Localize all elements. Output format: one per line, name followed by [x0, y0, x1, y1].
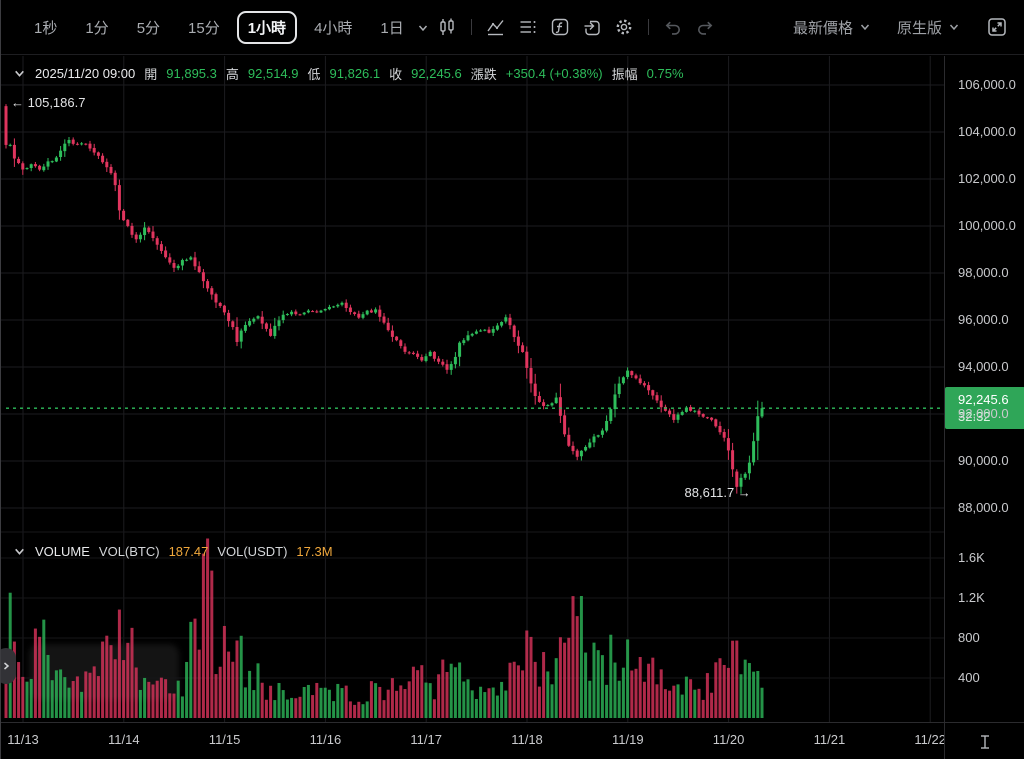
session-low-label: 88,611.7 →: [684, 484, 751, 500]
price-tick-label: 90,000.0: [958, 453, 1009, 468]
price-tick-label: 100,000.0: [958, 218, 1016, 233]
volume-layer: [4, 538, 764, 718]
time-tick-label: 11/15: [208, 732, 241, 747]
chart-toolbar: 1秒 1分 5分 15分 1小時 4小時 1日: [1, 0, 1024, 55]
volume-tick-label: 800: [958, 630, 980, 645]
timeframe-1m[interactable]: 1分: [74, 11, 119, 44]
chevron-down-icon: [417, 22, 429, 34]
close-value: 92,245.6: [411, 66, 462, 81]
amplitude-label: 振幅: [611, 67, 638, 82]
price-tick-label: 104,000.0: [958, 124, 1016, 139]
settings-gear-icon[interactable]: [608, 12, 640, 42]
vol-usdt-label: VOL(USDT): [217, 544, 288, 559]
volume-title: VOLUME: [35, 544, 90, 559]
axis-corner[interactable]: [945, 722, 1024, 759]
time-tick-label: 11/22: [914, 732, 944, 747]
time-tick-label: 11/20: [712, 732, 745, 747]
last-price-value: 92,245.6: [958, 392, 1009, 408]
time-tick-label: 11/14: [108, 732, 140, 747]
candle-countdown: 32:32: [958, 409, 991, 425]
price-tick-label: 106,000.0: [958, 77, 1016, 92]
toolbar-right: 最新價格 原生版: [767, 16, 1008, 38]
undo-icon[interactable]: [657, 12, 689, 42]
amplitude-value: 0.75%: [646, 66, 684, 81]
change-value: +350.4 (+0.38%): [505, 66, 603, 81]
time-tick-label: 11/21: [813, 732, 846, 747]
fullscreen-button[interactable]: [986, 16, 1008, 38]
collapse-chevron-icon[interactable]: [13, 67, 26, 80]
high-value: 92,514.9: [247, 66, 299, 81]
low-value: 91,826.1: [329, 66, 381, 81]
version-label: 原生版: [896, 19, 942, 37]
candles-layer: [4, 104, 764, 494]
price-tick-label: 102,000.0: [958, 171, 1016, 186]
price-tick-label: 88,000.0: [958, 500, 1009, 515]
candlestick-style-icon[interactable]: [431, 12, 463, 42]
price-tick-label: 98,000.0: [958, 265, 1009, 280]
change-label: 漲跌: [470, 67, 497, 82]
time-tick-label: 11/16: [309, 732, 342, 747]
time-tick-label: 11/17: [410, 732, 442, 747]
time-tick-label: 11/13: [7, 732, 39, 747]
time-tick-label: 11/18: [511, 732, 543, 747]
chart-canvas[interactable]: [1, 56, 944, 722]
price-scale-icon: [981, 734, 989, 749]
redo-icon[interactable]: [689, 12, 721, 42]
last-price-badge: 92,245.6 32:32: [945, 387, 1024, 430]
open-label: 開: [144, 67, 158, 82]
time-axis[interactable]: 11/13 11/14 11/15 11/16 11/17 11/18 11/19 11/20…: [1, 722, 944, 759]
toolbar-divider: [470, 19, 472, 35]
time-tick-label: 11/19: [612, 732, 644, 747]
arrow-left-icon: ←: [11, 95, 24, 111]
indicators-icon[interactable]: [480, 12, 512, 42]
low-label: 低: [307, 67, 321, 82]
price-tick-label: 96,000.0: [958, 312, 1009, 327]
display-settings-icon[interactable]: [512, 12, 544, 42]
timeframe-4h[interactable]: 4小時: [303, 11, 363, 44]
volume-tick-label: 1.6K: [958, 550, 985, 565]
grid-layer: [1, 56, 944, 722]
chevron-down-icon: [949, 24, 959, 31]
latest-price-label: 最新價格: [792, 19, 853, 37]
price-tick-label: 92,000.0: [958, 406, 1009, 421]
volume-info-bar: VOLUME VOL(BTC) 187.47 VOL(USDT) 17.3M: [13, 544, 333, 559]
chevron-right-icon: [4, 662, 10, 670]
vol-usdt-value: 17.3M: [296, 544, 333, 559]
open-value: 91,895.3: [166, 66, 217, 81]
version-dropdown[interactable]: 原生版: [897, 17, 960, 38]
timeframe-1h[interactable]: 1小時: [236, 10, 298, 44]
high-label: 高: [225, 67, 239, 82]
fullscreen-icon: [988, 18, 1006, 36]
chevron-down-icon: [860, 24, 870, 31]
candle-datetime: 2025/11/20 09:00: [35, 66, 136, 81]
sidebar-expand-toggle[interactable]: [1, 648, 16, 684]
close-label: 收: [389, 67, 403, 82]
timeframe-1d-dropdown[interactable]: 1日: [369, 11, 430, 44]
formula-icon[interactable]: [544, 12, 576, 42]
timeframe-5m[interactable]: 5分: [126, 11, 171, 44]
volume-tick-label: 1.2K: [958, 590, 985, 605]
arrow-right-icon: →: [737, 484, 751, 500]
vol-btc-value: 187.47: [168, 544, 209, 559]
ohlc-info-bar: 2025/11/20 09:00 開 91,895.3 高 92,514.9 低…: [13, 64, 684, 83]
session-high-label: ← 105,186.7: [11, 95, 86, 111]
toolbar-divider: [647, 19, 649, 35]
vol-btc-label: VOL(BTC): [98, 544, 160, 559]
timeframe-1s[interactable]: 1秒: [23, 11, 68, 44]
price-tick-label: 94,000.0: [958, 359, 1009, 374]
collapse-chevron-icon[interactable]: [13, 545, 26, 558]
price-axis[interactable]: 92,245.6 32:32 106,000.0 104,000.0 102,000…: [944, 56, 1024, 759]
save-layout-icon[interactable]: [576, 12, 608, 42]
timeframe-15m[interactable]: 15分: [177, 11, 231, 44]
volume-tick-label: 400: [958, 670, 980, 685]
latest-price-dropdown[interactable]: 最新價格: [793, 17, 871, 38]
timeframe-1d[interactable]: 1日: [369, 11, 414, 44]
